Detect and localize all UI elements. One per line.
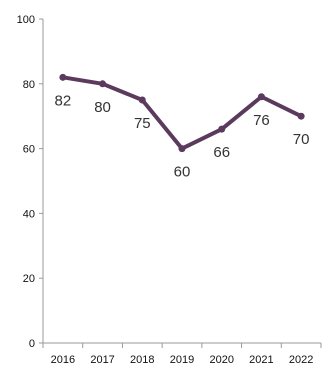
y-tick-label: 100	[17, 14, 35, 26]
data-labels: 82 80 75 60 66 76 70	[55, 92, 310, 180]
data-label: 80	[94, 99, 111, 116]
x-axis: 2016 2017 2018 2019 2020 2021 2022	[42, 343, 322, 366]
x-tick-label: 2020	[209, 354, 233, 366]
y-axis: 0 20 40 60 80 100	[17, 14, 43, 350]
series-layer	[59, 73, 305, 153]
data-label: 76	[253, 112, 270, 129]
x-tick-label: 2021	[249, 354, 273, 366]
y-tick-label: 20	[23, 273, 35, 285]
y-tick-label: 40	[23, 208, 35, 220]
data-point	[99, 80, 107, 88]
x-tick-label: 2016	[51, 354, 75, 366]
y-tick-label: 80	[23, 79, 35, 91]
data-point	[59, 73, 67, 81]
x-tick-label: 2018	[130, 354, 154, 366]
data-point	[178, 145, 186, 153]
x-tick-label: 2022	[289, 354, 313, 366]
data-label: 70	[293, 131, 310, 148]
data-label: 75	[134, 115, 151, 132]
data-point	[138, 96, 146, 104]
y-tick-label: 0	[29, 338, 35, 350]
data-label: 60	[174, 164, 191, 181]
data-point	[297, 112, 305, 120]
data-label: 66	[213, 144, 230, 161]
data-point	[218, 125, 226, 133]
x-tick-label: 2019	[170, 354, 194, 366]
data-label: 82	[55, 92, 72, 109]
data-point	[257, 93, 265, 101]
x-tick-label: 2017	[90, 354, 114, 366]
y-tick-label: 60	[23, 144, 35, 156]
